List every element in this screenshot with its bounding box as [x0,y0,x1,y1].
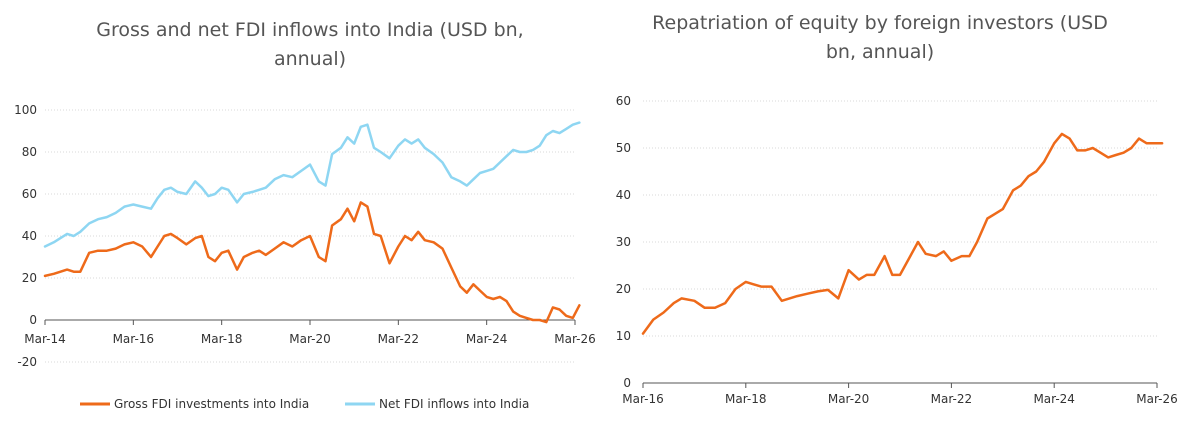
right-series-line-0 [641,132,1164,335]
right-x-tick-label: Mar-20 [828,392,869,406]
left-x-tick-label: Mar-16 [113,332,154,346]
right-y-tick-label: 50 [616,141,631,155]
right-y-tick-label: 10 [616,329,631,343]
chart-title-right: Repatriation of equity by foreign invest… [652,12,1108,63]
left-legend-label-0: Gross FDI investments into India [114,397,309,411]
right-x-tick-label: Mar-18 [725,392,766,406]
left-y-tick-label: 0 [29,313,37,327]
right-x-tick-label: Mar-26 [1136,392,1177,406]
left-x-tick-label: Mar-24 [466,332,507,346]
right-x-tick-label: Mar-24 [1033,392,1074,406]
right-y-tick-label: 30 [616,235,631,249]
right-y-tick-label: 40 [616,188,631,202]
left-x-tick-label: Mar-22 [378,332,419,346]
left-y-tick-label: -20 [17,355,37,369]
left-x-tick-label: Mar-20 [289,332,330,346]
left-series-line-0 [43,201,581,324]
right-x-tick-label: Mar-22 [931,392,972,406]
left-legend-label-1: Net FDI inflows into India [379,397,529,411]
left-y-tick-label: 100 [14,103,37,117]
right-y-tick-label: 60 [616,94,631,108]
left-x-tick-label: Mar-14 [24,332,65,346]
left-x-tick-label: Mar-26 [554,332,595,346]
left-y-tick-label: 60 [22,187,37,201]
left-y-tick-label: 40 [22,229,37,243]
right-y-tick-label: 0 [623,376,631,390]
chart-title-left: Gross and net FDI inflows into India (US… [96,19,524,70]
right-x-tick-label: Mar-16 [622,392,663,406]
left-x-tick-label: Mar-18 [201,332,242,346]
left-y-tick-label: 80 [22,145,37,159]
right-y-tick-label: 20 [616,282,631,296]
left-y-tick-label: 20 [22,271,37,285]
left-series-line-1 [43,121,581,248]
